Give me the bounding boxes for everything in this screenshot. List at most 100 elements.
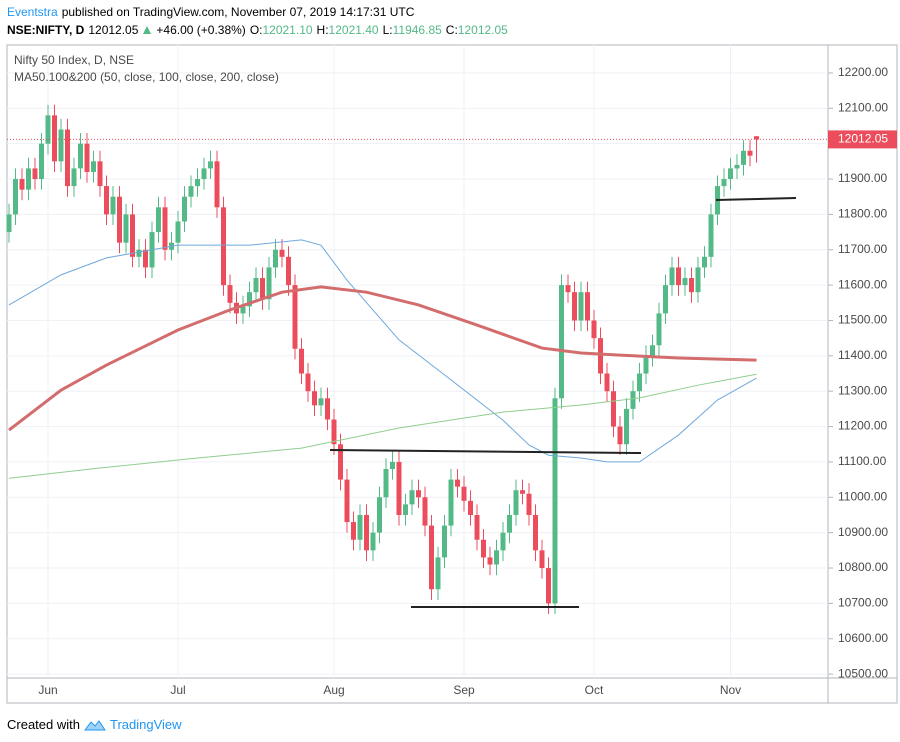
candle-body [429,525,434,590]
candle-body [435,557,441,590]
candle-body [156,207,161,233]
candle-body [266,267,272,300]
last-price: 12012.05 [88,23,139,37]
y-tick-label: 10900.00 [838,525,888,539]
ohlc-item: C:12012.05 [446,23,508,37]
trend-line [329,449,642,454]
candle-body [39,143,44,180]
last-price-label: 12012.05 [838,132,888,146]
chart-frame [6,44,898,704]
y-tick-label: 12100.00 [838,100,888,114]
y-tick-label: 11200.00 [838,419,887,433]
candle-body [383,469,389,498]
candle-body [422,497,428,526]
candle-body [637,373,642,392]
candle-body [572,292,577,321]
candle-body [6,214,12,233]
ohlc-value: 12021.40 [328,23,379,37]
candle-body [188,186,194,197]
candle-body [357,514,363,540]
candle-body [182,196,187,222]
y-tick-label: 12200.00 [838,65,888,79]
candle-body [390,461,395,470]
symbol: NSE:NIFTY, D [7,23,85,37]
ohlc-value: 12012.05 [457,23,508,37]
candle-body [208,161,213,169]
candle-body [273,249,278,268]
candle-body [721,179,727,187]
candle-body [312,391,317,406]
candle-body [630,391,636,409]
ohlc-label: H: [316,23,329,37]
candle-body [13,179,18,215]
ohlc-value: 11946.85 [392,23,442,37]
candle-body [741,150,746,165]
candle-body [650,345,655,356]
ohlc-label: O: [249,23,263,37]
candle-body [45,115,51,144]
y-tick-label: 10800.00 [838,560,888,574]
candle-body [669,267,675,286]
footer-text: Created with [7,717,80,732]
candle-body [611,391,616,427]
candle-body [481,539,486,558]
candle-body [318,398,324,406]
axis: 10500.00 10600.00 10700.00 10800.00 10900.00… [38,65,897,697]
footer: Created with TradingView [7,717,182,732]
up-arrow [143,26,152,34]
ohlc-item: O:12021.10 [250,23,313,37]
candle-body [682,278,688,286]
candle-body [695,267,701,293]
candle-body [123,214,129,243]
x-tick-label: Sep [453,683,475,697]
candle-body [78,143,83,169]
ohlc-item: H:12021.40 [317,23,379,37]
candle-body [214,161,220,208]
candle-body [461,486,467,501]
candle-body [338,444,343,480]
chart-subtitle: MA50.100&200 (50, close, 100, close, 200… [14,70,279,84]
y-tick-label: 11600.00 [838,277,887,291]
candle-body [305,373,311,392]
published: published on TradingView.com, November 0… [61,5,415,19]
candle-body [19,179,25,190]
candle-body [533,514,538,551]
candle-body [604,373,610,392]
candle-body [84,143,90,172]
candle-body [598,338,603,374]
ohlc-value: 12021.10 [262,23,313,37]
x-tick-label: Aug [323,683,344,697]
candle-body [162,207,168,250]
candle-body [513,490,519,515]
candle-body [52,115,57,162]
candle-body [143,249,148,268]
author[interactable]: Eventstra [7,5,58,19]
candle-body [201,168,207,180]
candle-body [26,168,31,190]
candle-body [416,490,421,498]
candle-body [559,285,564,399]
candle-body [227,285,233,303]
candle-body [299,348,304,374]
ohlc-label: C: [445,23,458,37]
candle-body [247,292,252,307]
candle-body [585,292,590,321]
candle-body [643,355,649,374]
candle-body [136,249,142,257]
candle-body [754,136,759,140]
ohlc-label: L: [382,23,393,37]
y-tick-label: 11400.00 [838,348,887,362]
candle-body [279,249,285,257]
moving-average [8,285,757,432]
candle-body [702,256,707,268]
candle-body [468,500,473,515]
y-tick-label: 11800.00 [838,207,887,221]
candle-body [552,398,558,604]
candle-body [728,168,733,180]
moving-average [8,239,757,463]
last-price-box [828,130,897,149]
candle-body [734,164,740,169]
footer-brand[interactable]: TradingView [109,717,182,732]
publish-line: Eventstra published on TradingView.com, … [7,5,414,19]
